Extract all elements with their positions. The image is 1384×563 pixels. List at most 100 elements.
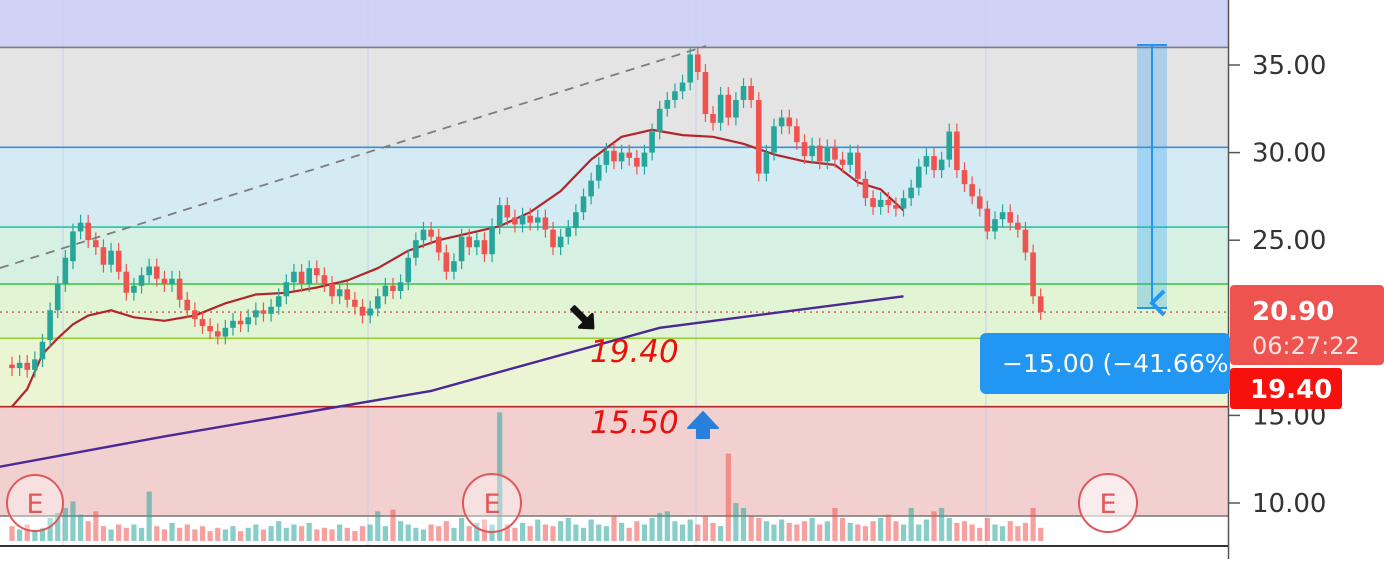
volume-bar — [718, 526, 724, 541]
candle-body — [207, 326, 213, 332]
candle — [923, 148, 930, 175]
volume-bar — [885, 514, 891, 541]
volume-bar — [870, 521, 876, 541]
candle — [542, 209, 549, 238]
volume-bar — [862, 526, 869, 541]
candle-body — [420, 229, 427, 241]
candle — [512, 209, 518, 233]
candle — [131, 277, 137, 301]
candle — [481, 232, 488, 263]
candle-body — [794, 126, 800, 143]
candle — [1030, 244, 1036, 305]
volume-bar — [375, 511, 381, 541]
volume-bar — [100, 526, 107, 541]
volume-bar — [756, 517, 762, 541]
candle — [885, 192, 892, 214]
candle — [999, 204, 1006, 228]
candle-body — [839, 159, 846, 165]
candle-body — [192, 310, 198, 320]
candle — [733, 92, 739, 126]
volume-bar — [32, 531, 38, 541]
measure-label[interactable]: −15.00 (−41.66%) — [980, 333, 1238, 394]
candle — [809, 137, 815, 164]
candle — [672, 83, 678, 108]
volume-bar — [260, 529, 267, 541]
candle — [32, 351, 38, 378]
candle-body — [885, 199, 892, 206]
candle — [314, 260, 320, 284]
volume-bar — [199, 526, 206, 541]
candle-body — [123, 271, 130, 293]
volume-bar — [276, 521, 282, 541]
volume-bar — [222, 529, 228, 541]
earnings-marker[interactable]: E — [6, 474, 64, 532]
volume-bar — [512, 527, 518, 541]
volume-bar — [314, 529, 320, 541]
candle-body — [725, 94, 732, 118]
candle-body — [786, 117, 793, 127]
candle-body — [214, 331, 221, 337]
candle — [641, 144, 648, 175]
candle-body — [923, 156, 930, 167]
candle-body — [976, 196, 983, 209]
current-price-tag[interactable]: 20.90 06:27:22 — [1230, 285, 1384, 365]
candle — [230, 312, 236, 336]
candle — [870, 190, 876, 215]
candle-body — [915, 166, 922, 188]
candle — [336, 281, 343, 305]
volume-bar — [215, 527, 221, 541]
candle — [153, 258, 160, 287]
volume-bar — [352, 531, 358, 541]
volume-bar — [138, 527, 145, 541]
earnings-marker[interactable]: E — [1078, 473, 1138, 533]
candle-body — [649, 131, 655, 153]
candle-body — [702, 72, 709, 115]
candle — [771, 118, 777, 161]
candle-body — [847, 152, 853, 165]
candle-body — [695, 54, 701, 73]
support-price-tag[interactable]: 19.40 — [1230, 368, 1342, 409]
candle-body — [877, 199, 884, 207]
candle-body — [740, 86, 747, 101]
volume-bar — [687, 519, 693, 541]
candle — [283, 274, 290, 305]
earnings-marker[interactable]: E — [462, 473, 522, 533]
volume-bar — [413, 527, 419, 541]
candle — [199, 311, 206, 334]
volume-bar — [550, 526, 556, 541]
candle — [1015, 214, 1021, 238]
candle-body — [474, 240, 480, 248]
candle-body — [809, 145, 815, 157]
candle-body — [710, 114, 716, 123]
candle — [527, 207, 533, 231]
candle — [16, 354, 23, 376]
volume-bar — [832, 508, 838, 541]
candle-body — [24, 362, 31, 370]
volume-bar — [177, 527, 183, 541]
candle-body — [1037, 296, 1044, 313]
candle — [367, 300, 373, 324]
candle — [748, 78, 754, 108]
candle — [755, 92, 762, 182]
candle-body — [237, 320, 244, 325]
candle — [115, 242, 122, 280]
candle — [306, 260, 312, 292]
candle — [321, 267, 328, 292]
volume-bar — [855, 524, 861, 541]
measure-label-background — [980, 333, 1230, 394]
candle-body — [352, 299, 358, 307]
candle-body — [39, 341, 46, 360]
candle-body — [1022, 229, 1029, 253]
volume-bar — [961, 521, 968, 541]
candles-layer — [9, 46, 1044, 378]
volume-bar — [55, 512, 61, 541]
candle — [214, 323, 221, 345]
volume-bar — [786, 522, 792, 541]
black-arrow-icon — [570, 305, 595, 330]
earnings-marker-label: E — [26, 489, 43, 520]
volume-bar — [420, 529, 427, 541]
candle-body — [382, 285, 389, 297]
volume-bar — [794, 524, 800, 541]
